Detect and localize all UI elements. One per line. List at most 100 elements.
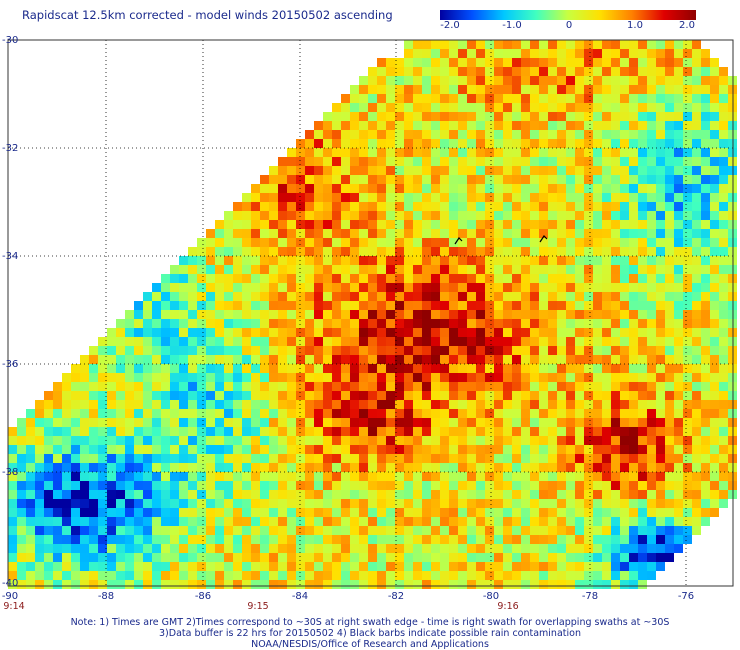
swath-cell — [8, 445, 17, 454]
swath-cell — [638, 463, 647, 472]
swath-cell — [647, 274, 656, 283]
swath-cell — [395, 391, 404, 400]
swath-cell — [152, 454, 161, 463]
swath-cell — [440, 139, 449, 148]
swath-cell — [341, 535, 350, 544]
swath-cell — [422, 130, 431, 139]
swath-cell — [269, 175, 278, 184]
swath-cell — [503, 175, 512, 184]
swath-cell — [539, 391, 548, 400]
swath-cell — [539, 499, 548, 508]
swath-cell — [395, 535, 404, 544]
swath-cell — [548, 391, 557, 400]
swath-cell — [431, 229, 440, 238]
swath-cell — [170, 337, 179, 346]
swath-cell — [269, 463, 278, 472]
swath-cell — [422, 157, 431, 166]
swath-cell — [386, 319, 395, 328]
swath-cell — [701, 67, 710, 76]
swath-cell — [584, 193, 593, 202]
swath-cell — [521, 94, 530, 103]
swath-cell — [98, 499, 107, 508]
swath-cell — [494, 157, 503, 166]
swath-cell — [260, 211, 269, 220]
swath-cell — [494, 490, 503, 499]
swath-cell — [467, 67, 476, 76]
swath-cell — [692, 454, 701, 463]
swath-cell — [305, 328, 314, 337]
swath-cell — [584, 112, 593, 121]
swath-cell — [296, 166, 305, 175]
swath-cell — [197, 436, 206, 445]
swath-cell — [665, 67, 674, 76]
swath-cell — [683, 274, 692, 283]
swath-cell — [413, 544, 422, 553]
swath-cell — [17, 535, 26, 544]
swath-cell — [665, 409, 674, 418]
swath-cell — [467, 139, 476, 148]
swath-cell — [458, 364, 467, 373]
swath-cell — [314, 409, 323, 418]
swath-cell — [89, 445, 98, 454]
swath-cell — [350, 472, 359, 481]
swath-cell — [296, 445, 305, 454]
swath-cell — [161, 382, 170, 391]
swath-cell — [98, 337, 107, 346]
swath-cell — [710, 400, 719, 409]
swath-cell — [377, 382, 386, 391]
swath-cell — [26, 427, 35, 436]
swath-cell — [548, 382, 557, 391]
swath-cell — [413, 274, 422, 283]
swath-cell — [638, 553, 647, 562]
swath-cell — [467, 580, 476, 589]
swath-cell — [476, 85, 485, 94]
swath-cell — [143, 454, 152, 463]
swath-cell — [494, 85, 503, 94]
swath-cell — [440, 553, 449, 562]
swath-cell — [287, 283, 296, 292]
swath-cell — [278, 355, 287, 364]
swath-cell — [557, 121, 566, 130]
swath-cell — [314, 391, 323, 400]
swath-cell — [323, 229, 332, 238]
swath-cell — [323, 481, 332, 490]
swath-cell — [323, 355, 332, 364]
swath-cell — [413, 256, 422, 265]
swath-cell — [521, 571, 530, 580]
swath-cell — [629, 436, 638, 445]
swath-cell — [341, 355, 350, 364]
swath-cell — [314, 229, 323, 238]
swath-cell — [539, 454, 548, 463]
swath-cell — [98, 427, 107, 436]
swath-cell — [485, 184, 494, 193]
swath-cell — [521, 220, 530, 229]
swath-cell — [287, 544, 296, 553]
swath-cell — [674, 436, 683, 445]
swath-cell — [440, 310, 449, 319]
swath-cell — [314, 265, 323, 274]
swath-cell — [503, 508, 512, 517]
swath-cell — [557, 184, 566, 193]
swath-cell — [206, 238, 215, 247]
swath-cell — [395, 553, 404, 562]
swath-cell — [8, 571, 17, 580]
swath-cell — [521, 517, 530, 526]
swath-cell — [359, 121, 368, 130]
swath-cell — [710, 319, 719, 328]
swath-cell — [242, 418, 251, 427]
swath-cell — [323, 184, 332, 193]
swath-cell — [566, 436, 575, 445]
swath-cell — [431, 499, 440, 508]
swath-cell — [485, 391, 494, 400]
swath-cell — [503, 355, 512, 364]
swath-cell — [242, 373, 251, 382]
swath-cell — [278, 220, 287, 229]
swath-cell — [359, 553, 368, 562]
swath-cell — [197, 256, 206, 265]
swath-cell — [341, 103, 350, 112]
swath-cell — [296, 490, 305, 499]
swath-cell — [467, 490, 476, 499]
swath-cell — [62, 391, 71, 400]
swath-cell — [575, 265, 584, 274]
swath-cell — [197, 274, 206, 283]
